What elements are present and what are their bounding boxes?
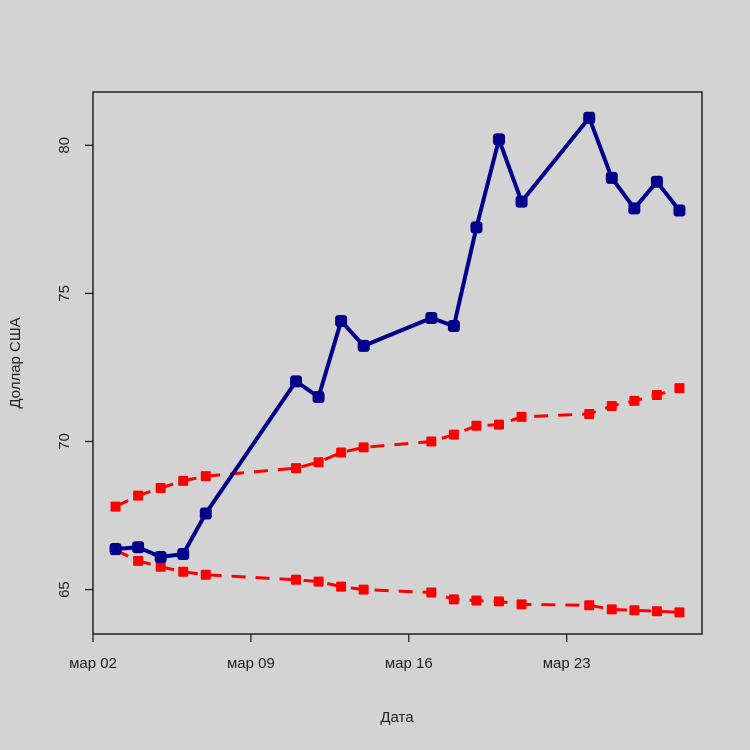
data-point-rate xyxy=(132,541,145,554)
data-point-upper xyxy=(133,490,144,501)
x-axis-label: Дата xyxy=(380,709,414,726)
data-point-upper xyxy=(426,436,437,447)
data-point-rate xyxy=(628,202,641,215)
x-tick-label: мар 16 xyxy=(385,655,433,672)
data-point-rate xyxy=(583,111,596,124)
data-point-rate xyxy=(312,391,325,404)
data-point-rate xyxy=(154,550,167,563)
y-tick-label: 70 xyxy=(56,433,73,450)
data-point-rate xyxy=(515,195,528,208)
data-point-rate xyxy=(425,311,438,324)
data-point-lower xyxy=(155,561,166,572)
data-point-rate xyxy=(493,133,505,146)
data-point-lower xyxy=(178,566,189,577)
data-point-rate xyxy=(109,542,122,555)
data-point-lower xyxy=(358,584,369,595)
data-point-lower xyxy=(629,605,640,616)
data-point-upper xyxy=(494,419,504,430)
data-point-lower xyxy=(494,596,504,607)
y-tick-label: 65 xyxy=(56,581,73,598)
data-point-upper xyxy=(200,471,211,482)
data-point-lower xyxy=(133,555,144,566)
data-point-upper xyxy=(110,501,121,512)
data-point-rate xyxy=(357,339,370,352)
data-point-lower xyxy=(606,604,617,615)
data-point-upper xyxy=(448,429,459,440)
data-point-upper xyxy=(629,395,640,406)
data-point-lower xyxy=(471,595,482,606)
series-line-lower xyxy=(114,548,680,614)
data-point-upper xyxy=(291,463,301,474)
data-point-upper xyxy=(651,389,662,400)
data-point-rate xyxy=(650,175,663,188)
x-tick-label: мар 09 xyxy=(227,655,275,672)
data-point-upper xyxy=(584,408,595,419)
data-point-rate xyxy=(605,171,618,184)
x-tick-label: мар 23 xyxy=(543,655,591,672)
series-line-rate xyxy=(115,113,682,560)
data-point-upper xyxy=(313,457,324,468)
data-point-rate xyxy=(290,375,302,388)
data-point-lower xyxy=(448,594,459,605)
data-point-upper xyxy=(358,442,369,453)
data-point-upper xyxy=(471,420,482,431)
data-point-upper xyxy=(155,482,166,493)
y-tick-label: 80 xyxy=(56,137,73,154)
data-point-lower xyxy=(313,576,324,587)
data-point-rate xyxy=(177,548,190,561)
data-point-lower xyxy=(336,581,347,592)
data-point-lower xyxy=(516,599,527,610)
y-tick-label: 75 xyxy=(56,285,73,302)
data-point-rate xyxy=(199,507,212,520)
data-point-rate xyxy=(335,314,348,327)
data-point-lower xyxy=(674,607,685,618)
data-point-lower xyxy=(426,587,437,598)
data-point-rate xyxy=(447,319,460,332)
data-point-lower xyxy=(291,574,301,585)
data-point-upper xyxy=(178,475,189,486)
data-point-lower xyxy=(651,606,662,617)
data-point-rate xyxy=(673,204,686,217)
data-point-lower xyxy=(584,600,595,611)
data-point-upper xyxy=(336,447,347,458)
x-tick-label: мар 02 xyxy=(69,655,117,672)
data-point-rate xyxy=(470,221,483,234)
data-point-upper xyxy=(516,411,527,422)
data-point-lower xyxy=(200,569,211,580)
series-line-upper xyxy=(114,386,680,508)
plot-frame xyxy=(92,91,703,635)
y-axis-label: Доллар США xyxy=(7,317,24,408)
data-point-upper xyxy=(606,400,617,411)
data-point-upper xyxy=(674,383,685,394)
